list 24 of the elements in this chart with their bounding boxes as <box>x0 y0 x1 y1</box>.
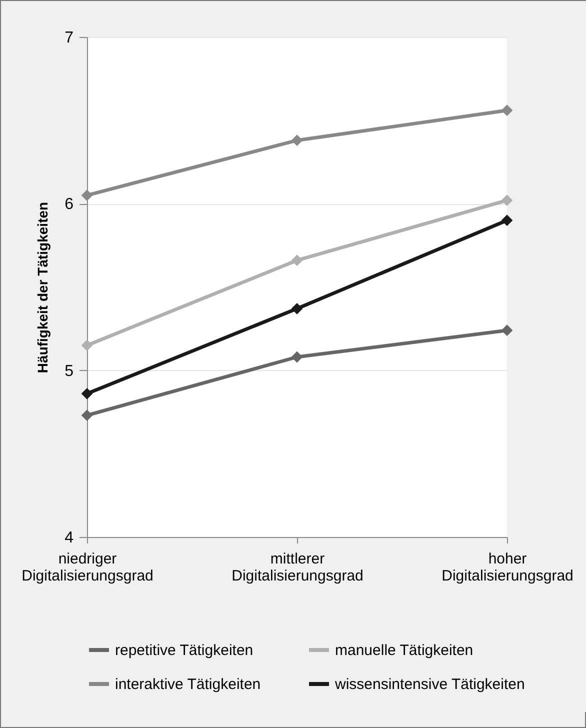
legend-label: manuelle Tätigkeiten <box>335 642 474 659</box>
legend-label: wissensintensive Tätigkeiten <box>334 676 525 693</box>
x-tick-label: niedriger Digitalisierungsgrad <box>22 550 154 584</box>
x-tick-label: hoher Digitalisierungsgrad <box>442 550 574 584</box>
y-tick-label: 5 <box>64 362 74 380</box>
legend-label: interaktive Tätigkeiten <box>115 676 261 693</box>
point <box>291 254 303 266</box>
point <box>501 194 513 206</box>
point <box>501 104 513 116</box>
point <box>291 134 303 146</box>
y-tick-label: 7 <box>64 30 74 46</box>
point <box>81 388 93 400</box>
point <box>291 302 303 314</box>
y-tick-label: 6 <box>64 196 74 214</box>
legend-label: repetitive Tätigkeiten <box>115 642 254 659</box>
point <box>81 340 93 352</box>
x-tick-label: mittlerer Digitalisierungsgrad <box>232 550 364 584</box>
point <box>81 410 93 422</box>
point <box>81 190 93 202</box>
point <box>501 324 513 336</box>
y-tick-label: 4 <box>64 530 74 546</box>
y-axis-title: Häufigkeit der Tätigkeiten <box>34 202 51 374</box>
point <box>291 351 303 363</box>
point <box>501 214 513 226</box>
